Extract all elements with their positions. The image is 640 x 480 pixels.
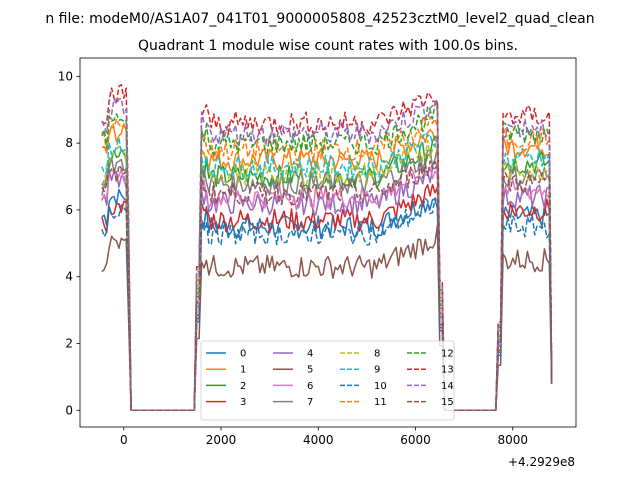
legend-label-5: 5 bbox=[307, 365, 313, 376]
y-tick-label: 0 bbox=[65, 403, 73, 417]
y-tick-label: 4 bbox=[65, 270, 73, 284]
y-tick-label: 6 bbox=[65, 203, 73, 217]
y-tick-label: 10 bbox=[58, 69, 73, 83]
legend-label-1: 1 bbox=[240, 365, 246, 376]
legend-label-2: 2 bbox=[240, 381, 246, 392]
legend-label-11: 11 bbox=[374, 397, 387, 408]
x-tick-label: 6000 bbox=[400, 433, 431, 447]
x-tick-label: 8000 bbox=[498, 433, 529, 447]
x-tick-label: 4000 bbox=[303, 433, 334, 447]
legend-label-3: 3 bbox=[240, 397, 246, 408]
legend-label-12: 12 bbox=[441, 349, 454, 360]
legend-label-13: 13 bbox=[441, 365, 454, 376]
legend-label-15: 15 bbox=[441, 397, 454, 408]
legend-box bbox=[200, 340, 455, 421]
legend-label-9: 9 bbox=[374, 365, 380, 376]
series-layer bbox=[101, 84, 553, 412]
x-tick-label: 0 bbox=[120, 433, 128, 447]
x-offset-label: +4.2929e8 bbox=[508, 455, 575, 469]
y-tick-label: 8 bbox=[65, 136, 73, 150]
y-axis: 0 2 4 6 8 10 bbox=[58, 69, 80, 417]
series-line-15 bbox=[101, 160, 553, 412]
legend-label-14: 14 bbox=[441, 381, 454, 392]
legend-label-6: 6 bbox=[307, 381, 313, 392]
x-tick-label: 2000 bbox=[206, 433, 237, 447]
legend-label-7: 7 bbox=[307, 397, 313, 408]
legend-label-10: 10 bbox=[374, 381, 387, 392]
x-axis: 0 2000 4000 6000 8000 bbox=[120, 427, 528, 447]
y-tick-label: 2 bbox=[65, 337, 73, 351]
legend-label-4: 4 bbox=[307, 349, 313, 360]
legend-label-8: 8 bbox=[374, 349, 380, 360]
legend-label-0: 0 bbox=[240, 349, 246, 360]
figure-suptitle: n file: modeM0/AS1A07_041T01_9000005808_… bbox=[45, 11, 594, 27]
plot-frame bbox=[79, 57, 577, 428]
chart-title: Quadrant 1 module wise count rates with … bbox=[138, 38, 518, 54]
